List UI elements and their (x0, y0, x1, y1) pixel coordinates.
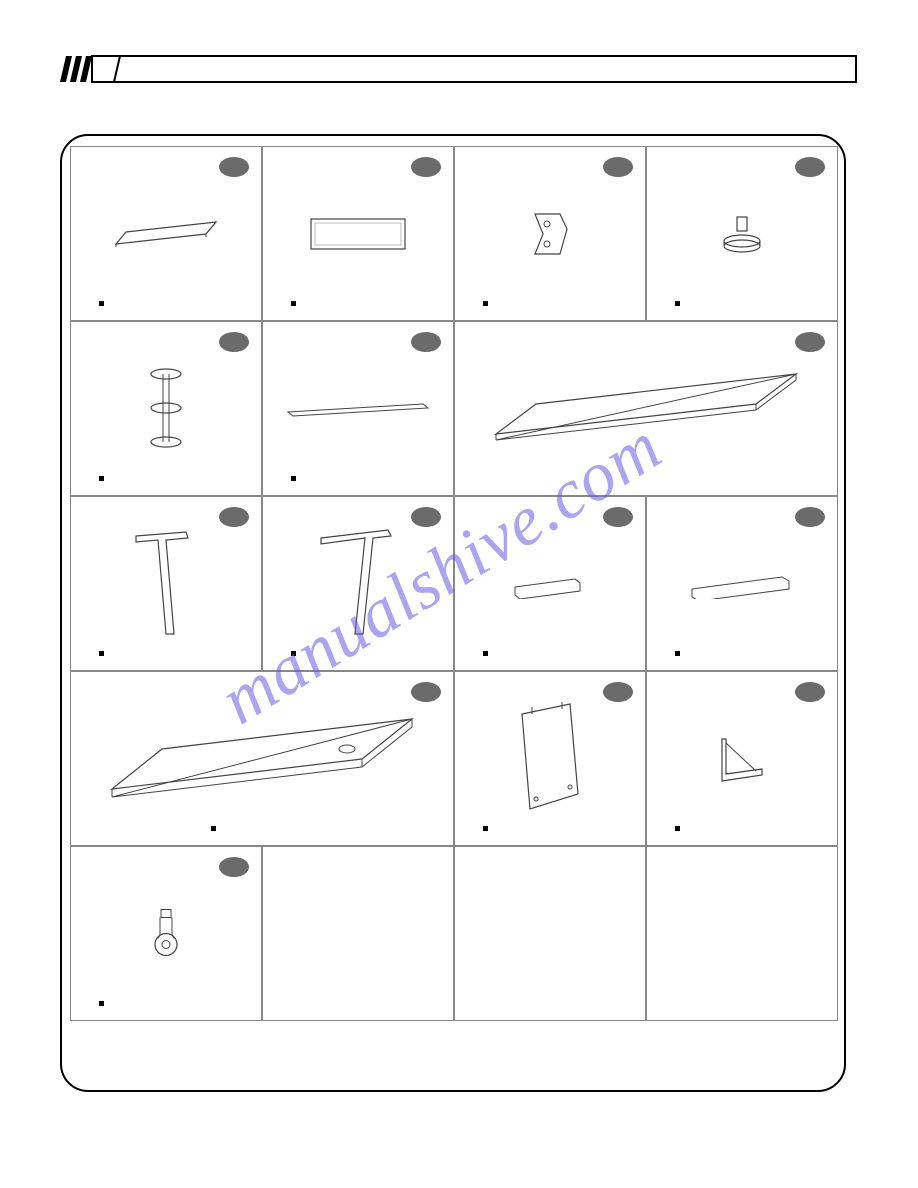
desktop-icon (102, 699, 422, 819)
part-support-rail (262, 321, 454, 496)
qty-marker (291, 476, 296, 481)
rect-panel-icon (303, 209, 413, 259)
part-badge (795, 157, 825, 177)
part-badge (219, 507, 249, 527)
part-badge (411, 332, 441, 352)
header-bar (60, 54, 860, 84)
part-badge (219, 332, 249, 352)
side-panel-icon (510, 699, 590, 819)
part-badge (411, 507, 441, 527)
part-side-panel (454, 671, 646, 846)
leg-left-icon (126, 524, 206, 644)
part-rect-panel (262, 146, 454, 321)
empty-cell (646, 846, 838, 1021)
qty-marker (483, 301, 488, 306)
parts-frame (60, 134, 846, 1092)
part-shelf-panel (70, 146, 262, 321)
empty-cell (262, 846, 454, 1021)
qty-marker (675, 826, 680, 831)
part-badge (795, 682, 825, 702)
part-badge (219, 857, 249, 877)
part-badge (603, 507, 633, 527)
part-corner-bracket (454, 146, 646, 321)
qty-marker (291, 301, 296, 306)
angle-bracket-icon (712, 729, 772, 789)
part-badge (411, 157, 441, 177)
short-bar-icon (510, 569, 590, 599)
shelf-panel-icon (106, 204, 226, 264)
part-foot-glide (646, 146, 838, 321)
part-badge (603, 682, 633, 702)
part-spacer-post (70, 321, 262, 496)
qty-marker (675, 651, 680, 656)
qty-marker (99, 1001, 104, 1006)
part-desktop (70, 671, 454, 846)
foot-glide-icon (717, 209, 767, 259)
qty-marker (99, 651, 104, 656)
empty-cell (454, 846, 646, 1021)
corner-bracket-icon (525, 204, 575, 264)
qty-marker (99, 301, 104, 306)
cross-bar-icon (687, 569, 797, 599)
qty-marker (99, 476, 104, 481)
part-badge (603, 157, 633, 177)
page-content: manualshive.com (60, 54, 860, 1092)
support-rail-icon (283, 394, 433, 424)
header-slash-icon (60, 54, 860, 86)
leg-right-icon (313, 524, 403, 644)
part-angle-bracket (646, 671, 838, 846)
part-leg-right (262, 496, 454, 671)
qty-marker (211, 826, 216, 831)
qty-marker (291, 651, 296, 656)
part-caster-wheel (70, 846, 262, 1021)
part-leg-left (70, 496, 262, 671)
spacer-post-icon (141, 364, 191, 454)
qty-marker (675, 301, 680, 306)
part-short-bar (454, 496, 646, 671)
part-badge (219, 157, 249, 177)
part-lower-shelf (454, 321, 838, 496)
parts-grid (70, 146, 838, 1021)
caster-wheel-icon (146, 906, 186, 961)
part-badge (795, 332, 825, 352)
lower-shelf-icon (486, 354, 806, 464)
part-badge (795, 507, 825, 527)
part-cross-bar (646, 496, 838, 671)
qty-marker (483, 651, 488, 656)
qty-marker (483, 826, 488, 831)
